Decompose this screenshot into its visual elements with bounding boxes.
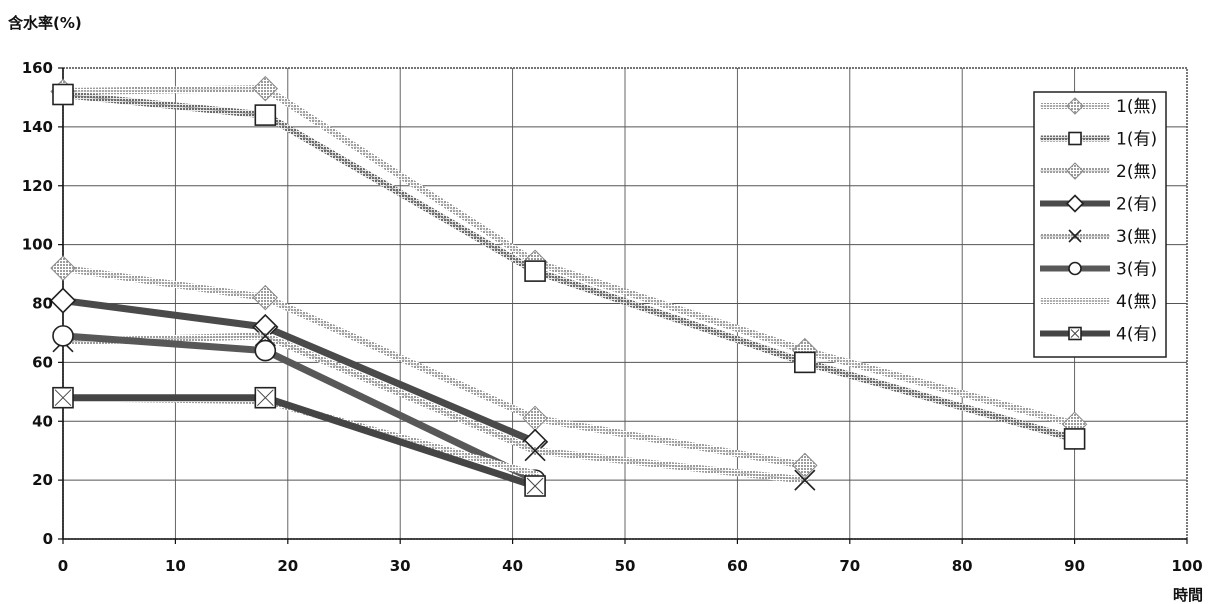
diamond-marker — [1066, 97, 1084, 115]
y-tick-label: 80 — [32, 295, 53, 313]
square-marker — [1063, 428, 1086, 450]
x-tick-label: 50 — [615, 557, 636, 575]
diamond-marker — [252, 284, 279, 311]
square-marker — [1068, 131, 1082, 146]
legend-label: 3(有) — [1116, 260, 1157, 280]
legend-label: 2(無) — [1116, 162, 1157, 182]
x-marker — [794, 469, 816, 491]
series-line-core — [62, 88, 1075, 425]
x-tick-label: 40 — [502, 557, 523, 575]
circle-marker — [254, 339, 277, 362]
x-marker — [524, 440, 546, 462]
diamond-open-marker — [49, 287, 77, 314]
legend-label: 1(無) — [1116, 97, 1157, 117]
data-series — [49, 75, 1088, 497]
x-axis-title: 時間 — [1173, 586, 1203, 604]
axes — [58, 67, 1188, 544]
y-tick-label: 0 — [43, 530, 53, 548]
square-marker — [52, 83, 74, 106]
x-tick-label: 30 — [390, 557, 411, 575]
x-tick-label: 10 — [165, 557, 186, 575]
y-tick-label: 100 — [22, 236, 53, 254]
square-x-stroke — [526, 477, 544, 495]
diamond-marker — [252, 75, 279, 102]
y-tick-label: 160 — [22, 59, 53, 77]
legend-item: 3(無) — [1040, 227, 1157, 247]
square-marker — [524, 260, 546, 282]
series-line — [59, 264, 809, 469]
legend-item: 2(有) — [1040, 194, 1157, 215]
y-tick-label: 140 — [22, 118, 53, 136]
diamond-marker — [522, 405, 548, 432]
legend-item: 4(有) — [1040, 325, 1157, 345]
legend-item: 1(無) — [1040, 97, 1157, 117]
x-tick-label: 100 — [1171, 557, 1202, 575]
square-marker — [794, 351, 816, 374]
series-4 — [49, 287, 549, 455]
y-tick-label: 60 — [32, 353, 53, 371]
legend: 1(無) 1(有) 2(無) 2(有) 3(無) 3(有) 4(無) 4(有) — [1033, 91, 1167, 358]
legend-label: 3(無) — [1116, 227, 1157, 247]
y-axis-title: 含水率(%) — [8, 14, 82, 32]
legend-label: 4(無) — [1116, 292, 1157, 312]
series-line-core — [62, 335, 805, 481]
diamond-marker — [50, 255, 76, 281]
y-tick-label: 40 — [32, 412, 53, 430]
circle-marker — [52, 325, 74, 347]
series-3 — [50, 255, 818, 479]
x-tick-label: 20 — [277, 557, 298, 575]
series-line-core — [62, 93, 1075, 440]
legend-item: 2(無) — [1040, 162, 1157, 182]
x-tick-label: 60 — [727, 557, 748, 575]
x-tick-label: 0 — [58, 557, 68, 575]
x-marker — [1068, 229, 1082, 243]
series-line-core — [62, 267, 805, 466]
y-tick-label: 120 — [22, 177, 53, 195]
legend-label: 2(有) — [1116, 195, 1157, 215]
legend-item: 4(無) — [1040, 292, 1157, 312]
tick-labels: 0 20 40 60 80 100 120 140 160 0 10 20 30 40 50 60 70 80 90… — [22, 59, 1203, 575]
x-tick-label: 70 — [839, 557, 860, 575]
series-line — [59, 85, 1079, 428]
square-x-stroke — [54, 389, 72, 407]
series-5 — [52, 325, 816, 491]
diamond-marker — [1066, 162, 1084, 180]
diamond-open-marker — [1065, 194, 1085, 213]
x-tick-label: 90 — [1064, 557, 1085, 575]
square-x-stroke — [256, 389, 274, 407]
square-x-stroke — [1070, 329, 1080, 338]
legend-item: 1(有) — [1040, 130, 1157, 150]
circle-marker — [1068, 261, 1082, 276]
x-tick-label: 80 — [952, 557, 973, 575]
legend-items: 1(無) 1(有) 2(無) 2(有) 3(無) 3(有) 4(無) 4(有) — [1040, 97, 1157, 345]
legend-label: 4(有) — [1116, 325, 1157, 345]
series-8 — [52, 386, 546, 497]
series-line — [59, 90, 1079, 443]
series-2 — [52, 83, 1086, 450]
square-marker — [254, 104, 277, 126]
legend-item: 3(有) — [1040, 260, 1157, 280]
legend-label: 1(有) — [1116, 130, 1157, 150]
diamond-marker — [792, 452, 818, 479]
y-tick-label: 20 — [32, 471, 53, 489]
series-1 — [50, 75, 1088, 437]
